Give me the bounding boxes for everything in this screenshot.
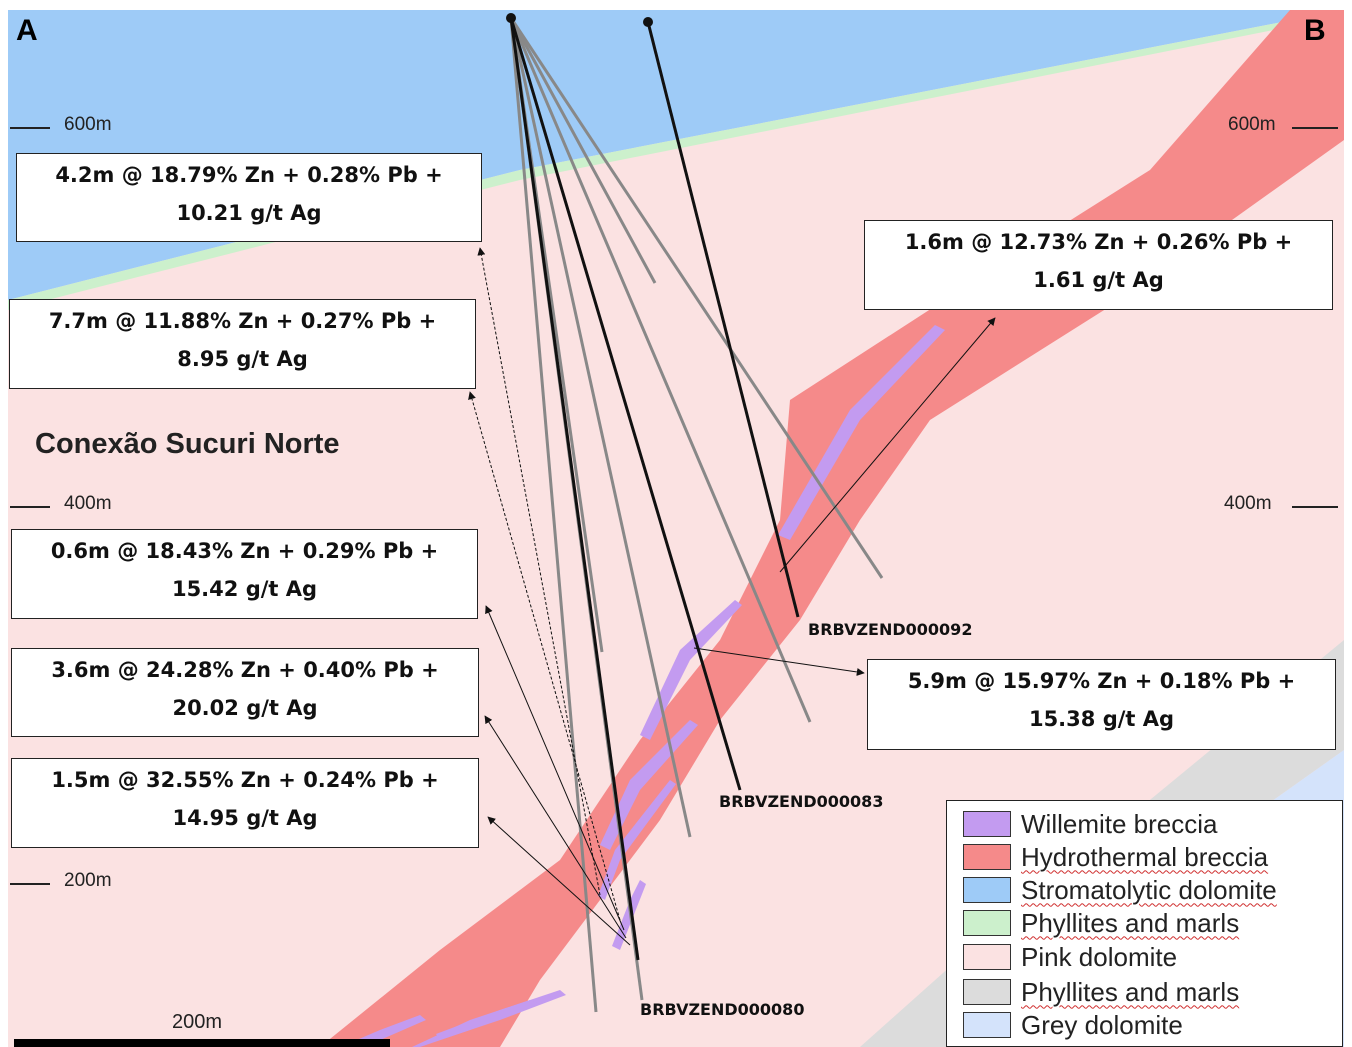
- intercept-box: 7.7m @ 11.88% Zn + 0.27% Pb + 8.95 g/t A…: [9, 299, 476, 389]
- intercept-box: 1.5m @ 32.55% Zn + 0.24% Pb + 14.95 g/t …: [11, 758, 479, 848]
- legend-swatch: [963, 944, 1011, 970]
- legend-label: Grey dolomite: [1021, 1009, 1183, 1040]
- elevation-tick: [1292, 506, 1338, 508]
- drillhole-label: BRBVZEND000083: [719, 792, 884, 811]
- labelled-drillholes: [509, 17, 800, 961]
- intercept-silver: 1.61 g/t Ag: [1033, 268, 1164, 292]
- scale-bar-label: 200m: [172, 1011, 223, 1033]
- legend-label: Phyllites and marls: [1021, 907, 1240, 938]
- elevation-label-600-left: 600m: [64, 114, 112, 135]
- legend-item: Pink dolomite: [963, 942, 1177, 972]
- legend-swatch: [963, 844, 1011, 870]
- elevation-label-400-right: 400m: [1224, 493, 1272, 514]
- legend-swatch: [963, 877, 1011, 903]
- intercept-box: 0.6m @ 18.43% Zn + 0.29% Pb + 15.42 g/t …: [11, 529, 478, 619]
- legend-item: Grey dolomite: [963, 1010, 1183, 1040]
- intercept-grade: 5.9m @ 15.97% Zn + 0.18% Pb +: [907, 669, 1296, 693]
- intercept-grade: 4.2m @ 18.79% Zn + 0.28% Pb +: [55, 163, 443, 187]
- stromatolytic-dolomite-unit: [8, 10, 1344, 300]
- legend-item: Phyllites and marls: [963, 977, 1239, 1007]
- section-title: Conexão Sucuri Norte: [35, 428, 340, 460]
- legend-label: Willemite breccia: [1021, 808, 1218, 839]
- legend-item: Phyllites and marls: [963, 908, 1239, 938]
- legend-swatch: [963, 811, 1011, 837]
- legend-swatch: [963, 979, 1011, 1005]
- intercept-box: 1.6m @ 12.73% Zn + 0.26% Pb + 1.61 g/t A…: [864, 220, 1333, 310]
- intercept-silver: 15.38 g/t Ag: [1028, 707, 1175, 731]
- collar-point: [506, 13, 516, 23]
- legend-item: Willemite breccia: [963, 809, 1218, 839]
- intercept-leaders: [468, 247, 996, 946]
- intercept-silver: 15.42 g/t Ag: [171, 577, 318, 601]
- intercept-grade: 3.6m @ 24.28% Zn + 0.40% Pb +: [51, 658, 439, 682]
- intercept-silver: 14.95 g/t Ag: [172, 806, 318, 830]
- intercept-silver: 20.02 g/t Ag: [172, 696, 318, 720]
- section-end-b: B: [1304, 14, 1326, 47]
- intercept-grade: 1.6m @ 12.73% Zn + 0.26% Pb +: [904, 230, 1293, 254]
- legend-item: Hydrothermal breccia: [963, 842, 1268, 872]
- elevation-tick: [1292, 127, 1338, 129]
- phyllites-green-unit: [8, 10, 1344, 310]
- collar-point: [643, 17, 653, 27]
- legend-item: Stromatolytic dolomite: [963, 875, 1277, 905]
- elevation-tick: [10, 127, 50, 129]
- legend-label: Hydrothermal breccia: [1021, 841, 1269, 872]
- intercept-grade: 7.7m @ 11.88% Zn + 0.27% Pb +: [48, 309, 437, 333]
- elevation-tick: [10, 506, 50, 508]
- legend-label: Stromatolytic dolomite: [1021, 874, 1277, 905]
- intercept-box: 3.6m @ 24.28% Zn + 0.40% Pb + 20.02 g/t …: [11, 648, 479, 737]
- intercept-silver: 8.95 g/t Ag: [177, 347, 308, 371]
- elevation-label-200-left: 200m: [64, 870, 112, 891]
- intercept-box: 4.2m @ 18.79% Zn + 0.28% Pb + 10.21 g/t …: [16, 153, 482, 242]
- drillhole-label: BRBVZEND000092: [808, 620, 973, 639]
- intercept-grade: 0.6m @ 18.43% Zn + 0.29% Pb +: [50, 539, 439, 563]
- section-end-a: A: [16, 14, 38, 47]
- legend: Willemite breccia Hydrothermal breccia S…: [946, 800, 1343, 1047]
- elevation-label-400-left: 400m: [64, 493, 112, 514]
- scale-bar: [14, 1039, 390, 1047]
- legend-label: Pink dolomite: [1021, 941, 1178, 972]
- elevation-tick: [10, 883, 50, 885]
- drillhole-label: BRBVZEND000080: [640, 1000, 805, 1019]
- intercept-box: 5.9m @ 15.97% Zn + 0.18% Pb + 15.38 g/t …: [867, 659, 1336, 750]
- legend-swatch: [963, 1012, 1011, 1038]
- intercept-grade: 1.5m @ 32.55% Zn + 0.24% Pb +: [51, 768, 439, 792]
- legend-label: Phyllites and marls: [1021, 976, 1240, 1007]
- intercept-silver: 10.21 g/t Ag: [176, 201, 322, 225]
- legend-swatch: [963, 910, 1011, 936]
- elevation-label-600-right: 600m: [1228, 114, 1276, 135]
